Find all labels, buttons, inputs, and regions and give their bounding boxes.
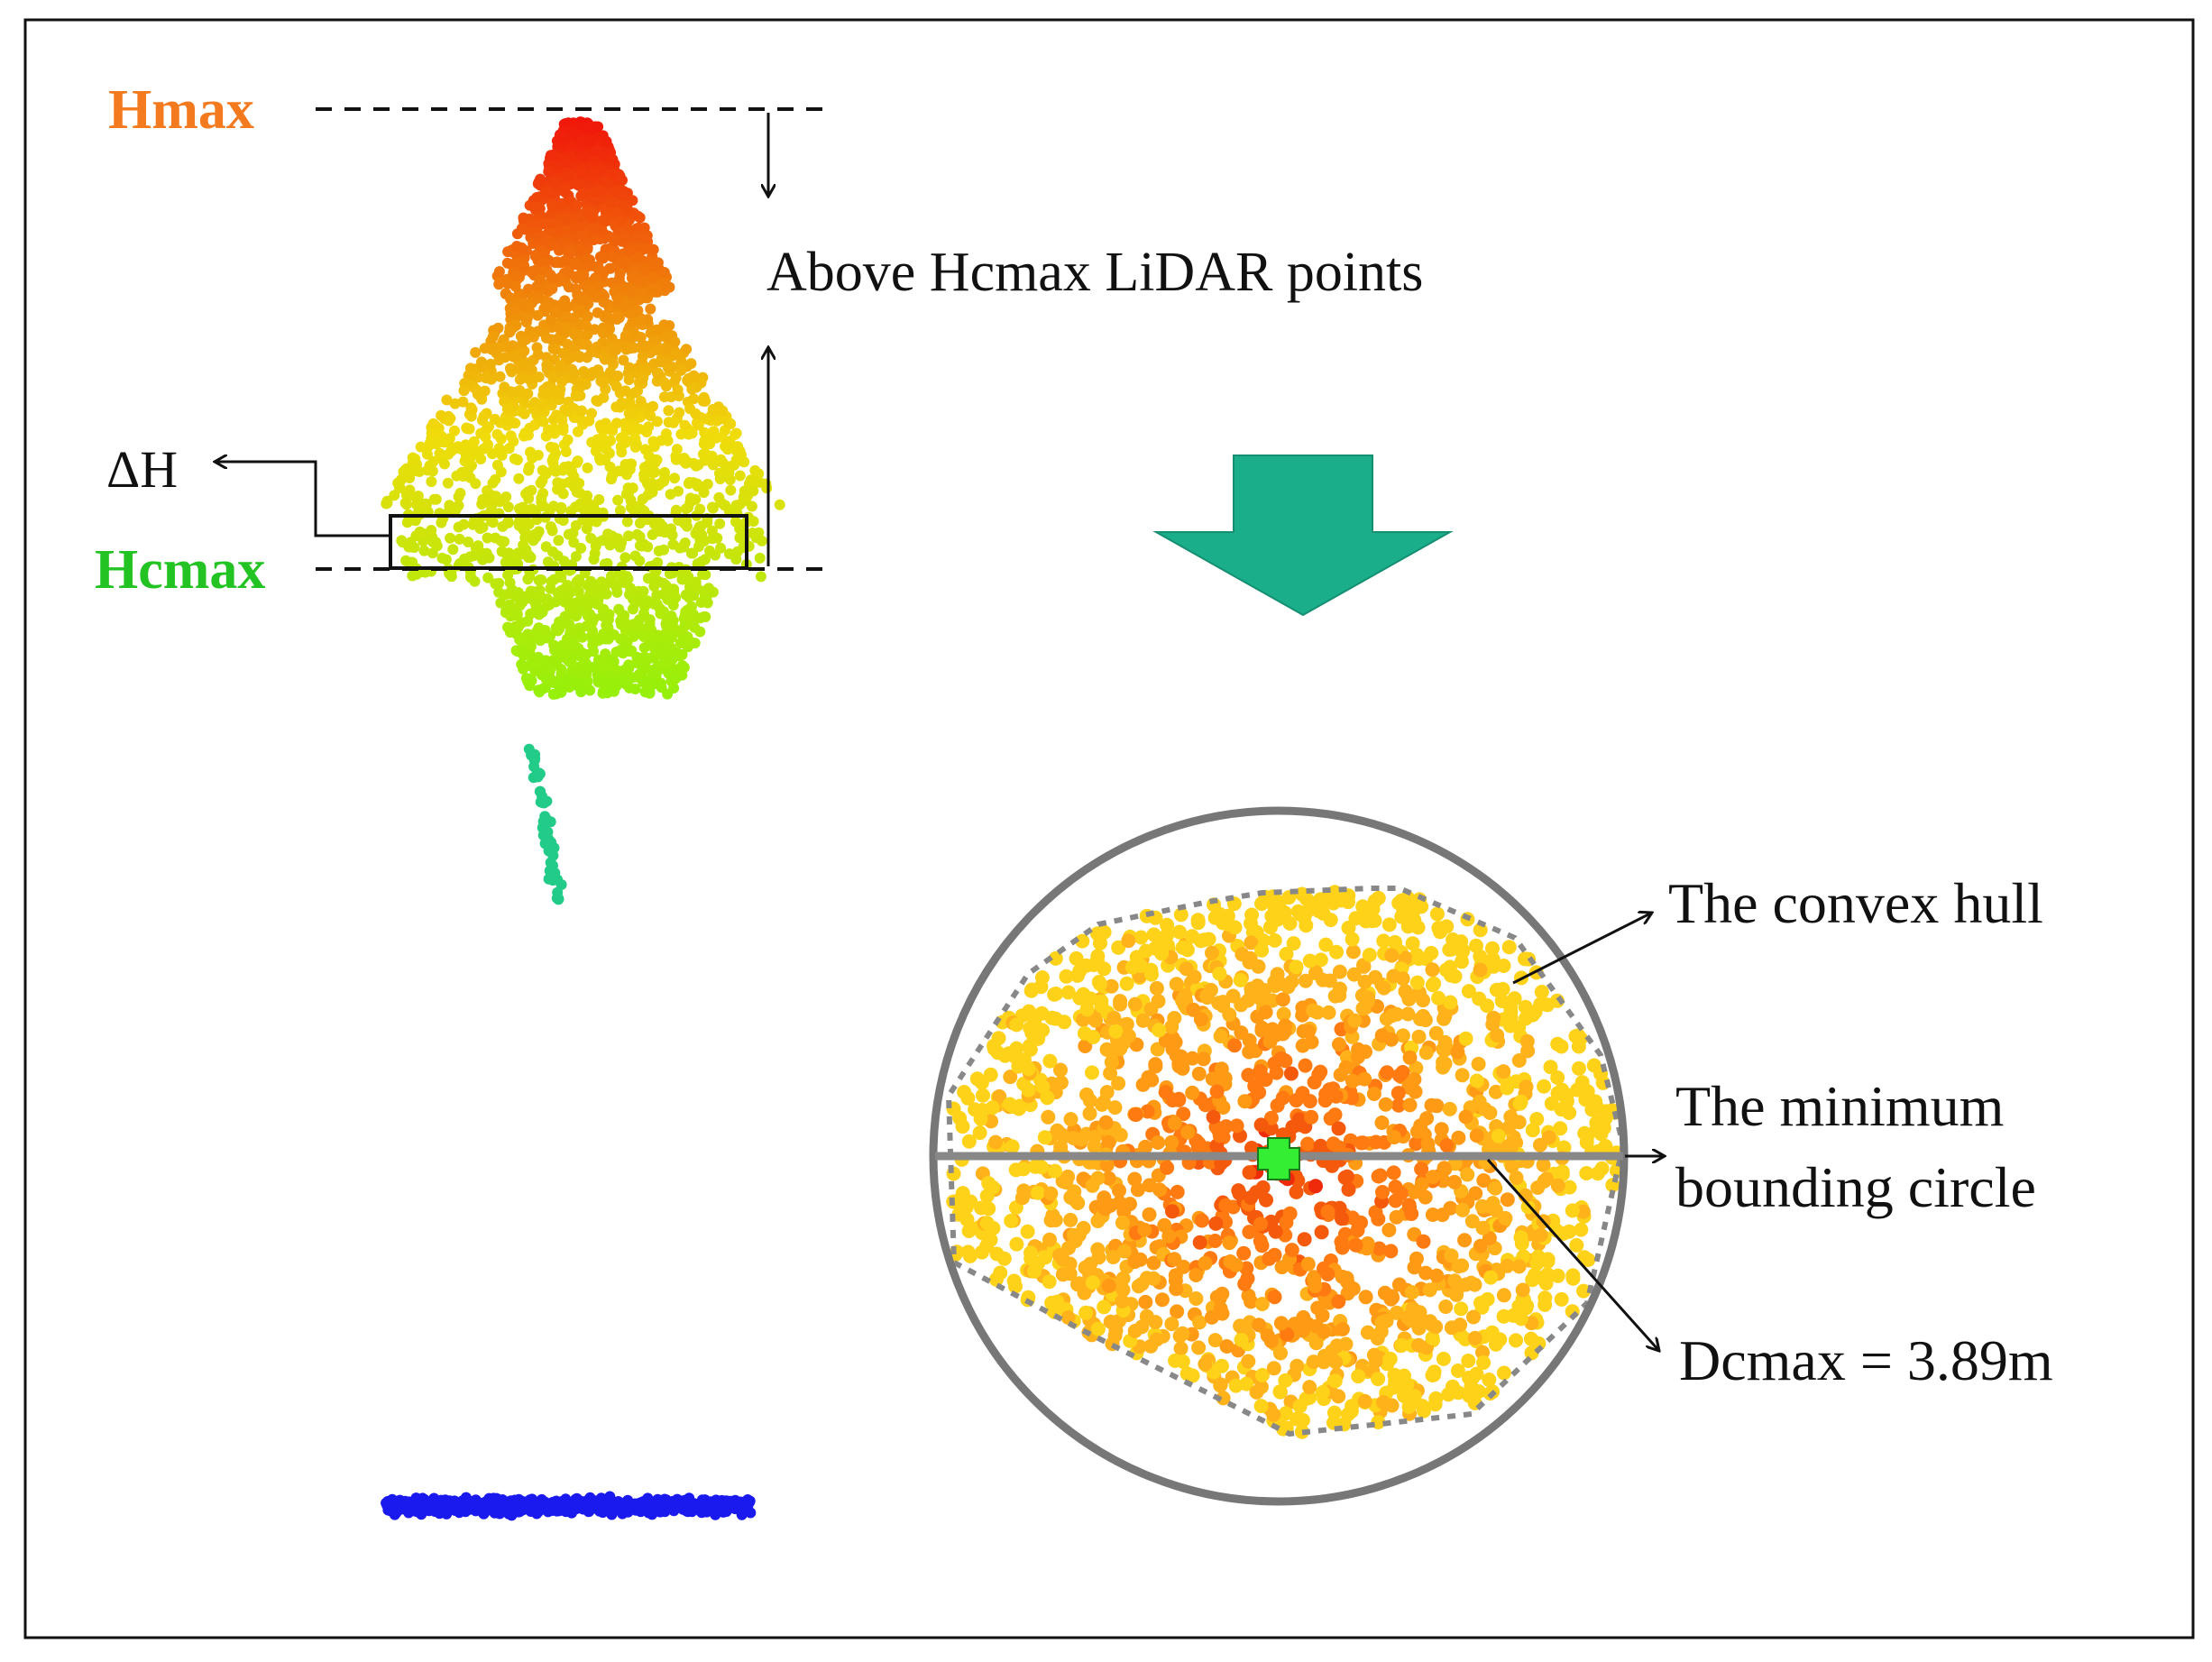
- hcmax-label: Hcmax: [95, 539, 265, 601]
- delta-h-connector: [215, 462, 390, 536]
- above-points-label: Above Hcmax LiDAR points: [766, 242, 1423, 303]
- big-down-arrow-icon: [1156, 455, 1450, 615]
- dcmax-label: Dcmax = 3.89m: [1679, 1328, 2053, 1392]
- hmax-label: Hmax: [108, 79, 254, 141]
- delta-h-label: ΔH: [106, 440, 178, 499]
- min-circle-label-line1: The minimum: [1675, 1074, 2004, 1138]
- ground-point-cloud: [381, 1492, 756, 1521]
- convex-hull-label: The convex hull: [1668, 871, 2043, 935]
- min-circle-label-line2: bounding circle: [1675, 1155, 2036, 1219]
- tree-point-cloud: [381, 116, 785, 904]
